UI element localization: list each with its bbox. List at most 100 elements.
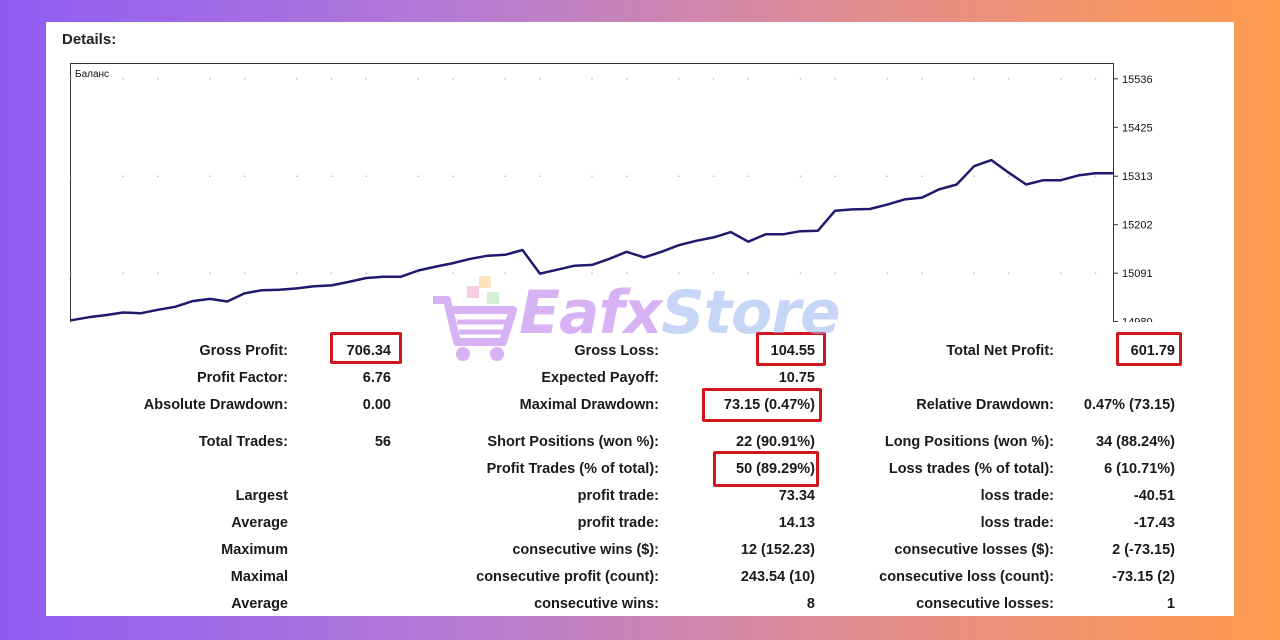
- y-tick-label: 15202: [1122, 220, 1153, 232]
- grid-dot: [157, 272, 159, 274]
- grid-dot: [886, 78, 889, 80]
- grid-dot: [1060, 78, 1062, 80]
- grid-dot: [678, 78, 680, 80]
- grid-dot: [157, 175, 159, 178]
- y-tick-label: 15425: [1122, 122, 1153, 134]
- gross-profit-value: 706.34: [346, 343, 391, 359]
- gross-loss-value: 104.55: [770, 343, 815, 359]
- grid-dot: [70, 78, 72, 80]
- grid-dot: [921, 272, 923, 274]
- average-loss-trade-label: loss trade:: [980, 515, 1054, 531]
- avg-consecutive-losses-value: 1: [1166, 596, 1175, 612]
- absolute-drawdown-label: Absolute Drawdown:: [143, 397, 288, 413]
- grid-dot: [122, 78, 124, 80]
- grid-dot: [539, 175, 541, 178]
- grid-dot: [625, 175, 628, 178]
- grid-dot: [295, 272, 298, 274]
- average-loss-trade-value: -17.43: [1133, 515, 1175, 531]
- avg-consecutive-wins-label: consecutive wins:: [534, 596, 659, 612]
- grid-dot: [834, 272, 836, 274]
- grid-dot: [678, 272, 680, 274]
- consecutive-loss-label: consecutive loss (count):: [879, 569, 1054, 585]
- grid-dot: [591, 175, 593, 178]
- average-profit-trade-value: 14.13: [778, 515, 815, 531]
- grid-dot: [1060, 272, 1062, 274]
- highlight-gross-profit: [330, 332, 402, 364]
- short-positions-value: 22 (90.91%): [736, 434, 815, 450]
- highlight-maximal-drawdown: [702, 388, 822, 422]
- grid-dot: [591, 78, 593, 80]
- largest-loss-trade-value: -40.51: [1133, 488, 1175, 504]
- grid-dot: [330, 272, 333, 274]
- grid-dot: [973, 78, 975, 80]
- grid-dot: [295, 78, 298, 80]
- grid-dot: [886, 272, 889, 274]
- loss-trades-value: 6 (10.71%): [1104, 461, 1175, 477]
- grid-dot: [365, 78, 368, 80]
- gross-profit-label: Gross Profit:: [199, 343, 288, 359]
- grid-dot: [452, 78, 454, 80]
- grid-dot: [712, 272, 715, 274]
- y-axis: 14980 15091 15202 15313 15425 15536: [1113, 74, 1153, 322]
- grid-dot: [591, 272, 593, 274]
- grid-dot: [799, 78, 802, 80]
- largest-loss-trade-label: loss trade:: [980, 488, 1054, 504]
- max-consecutive-losses-label: consecutive losses ($):: [894, 542, 1054, 558]
- grid-dot: [330, 78, 333, 80]
- grid-dot: [921, 78, 923, 80]
- grid-dot: [799, 175, 802, 178]
- consecutive-loss-value: -73.15 (2): [1112, 569, 1175, 585]
- grid-dot: [1008, 78, 1010, 80]
- grid-dot: [365, 272, 368, 274]
- grid-dot: [209, 175, 211, 178]
- grid-dot: [625, 78, 628, 80]
- y-tick-label: 15536: [1122, 74, 1153, 86]
- expected-payoff-value: 10.75: [778, 370, 815, 386]
- grid-dot: [243, 272, 246, 274]
- short-positions-label: Short Positions (won %):: [487, 434, 659, 450]
- plot-frame: [70, 63, 1114, 322]
- grid-dot: [799, 272, 802, 274]
- expected-payoff-label: Expected Payoff:: [541, 370, 659, 386]
- max-consecutive-losses-value: 2 (-73.15): [1112, 542, 1175, 558]
- balance-chart: Баланс 149801509115202153131542515536 03…: [70, 63, 1153, 322]
- profit-trades-value: 50 (89.29%): [736, 461, 815, 477]
- grid-dot: [747, 272, 750, 274]
- grid-dot: [712, 175, 715, 178]
- chart-title: Баланс: [75, 69, 109, 80]
- grid-dot: [678, 175, 680, 178]
- grid-dot: [747, 175, 750, 178]
- grid-dot: [122, 175, 124, 178]
- loss-trades-label: Loss trades (% of total):: [888, 461, 1054, 477]
- avg-consecutive-wins-value: 8: [806, 596, 815, 612]
- grid-dot: [1094, 272, 1097, 274]
- grid-dot: [452, 272, 454, 274]
- max-consecutive-wins-value: 12 (152.23): [740, 542, 815, 558]
- details-title: Details:: [62, 31, 117, 48]
- y-tick-label: 14980: [1122, 317, 1153, 322]
- grid-dot: [70, 175, 72, 178]
- relative-drawdown-label: Relative Drawdown:: [916, 397, 1054, 413]
- grid-dot: [504, 78, 506, 80]
- absolute-drawdown-value: 0.00: [362, 397, 391, 413]
- grid-dot: [973, 272, 975, 274]
- highlight-total-net-profit: [1116, 332, 1182, 366]
- maximal-label: Maximal: [230, 569, 288, 585]
- gross-loss-label: Gross Loss:: [574, 343, 659, 359]
- relative-drawdown-value: 0.47% (73.15): [1083, 397, 1175, 413]
- profit-factor-label: Profit Factor:: [196, 370, 288, 386]
- total-net-profit-label: Total Net Profit:: [946, 343, 1054, 359]
- total-net-profit-value: 601.79: [1130, 343, 1175, 359]
- consecutive-profit-value: 243.54 (10): [740, 569, 815, 585]
- grid-dot: [417, 78, 420, 80]
- grid-dot: [417, 175, 420, 178]
- grid-dot: [1008, 272, 1010, 274]
- grid-dot: [330, 175, 333, 178]
- grid-dot: [243, 175, 246, 178]
- report-panel: Details: Баланс 14980 15091 15202 15313 1542…: [46, 22, 1234, 616]
- highlight-gross-loss: [756, 332, 826, 366]
- grid-dot: [209, 272, 211, 274]
- average-profit-trade-label: profit trade:: [577, 515, 659, 531]
- maximal-drawdown-label: Maximal Drawdown:: [519, 397, 659, 413]
- grid-dot: [886, 175, 889, 178]
